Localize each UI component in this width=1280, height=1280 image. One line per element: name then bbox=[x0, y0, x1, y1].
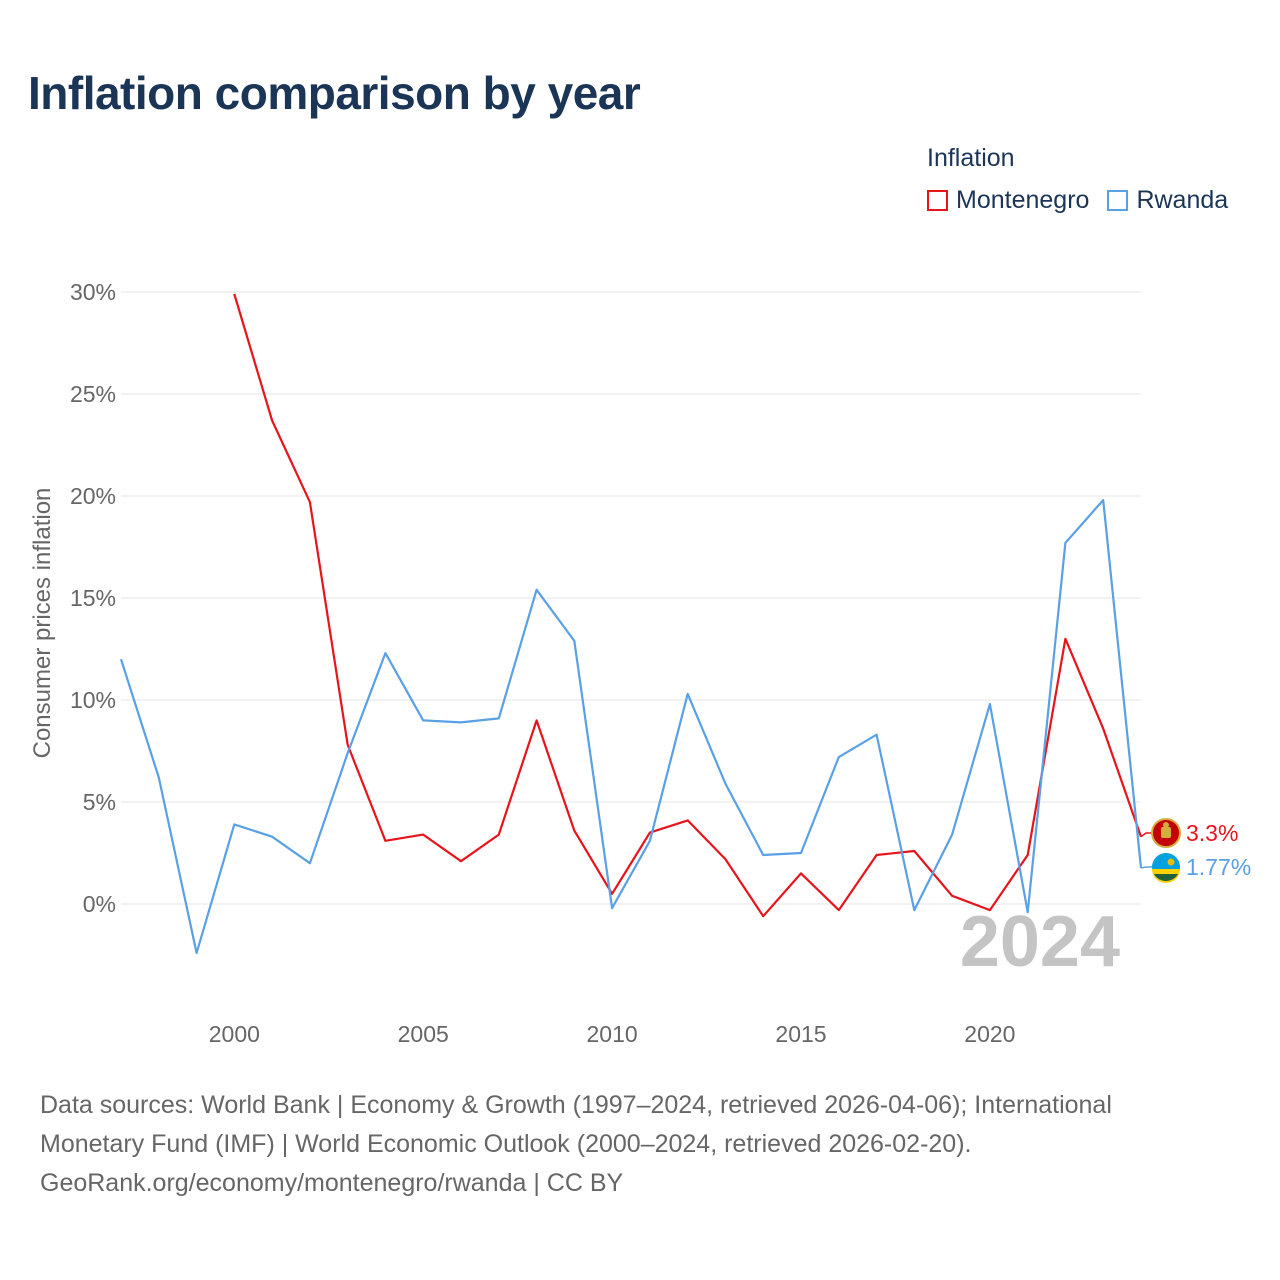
end-label-rwanda: 1.77% bbox=[1186, 854, 1251, 880]
legend-swatch-montenegro bbox=[927, 190, 948, 211]
source-line-3[interactable]: GeoRank.org/economy/montenegro/rwanda | … bbox=[40, 1169, 624, 1197]
end-labels: 3.3% 1.77% bbox=[1140, 818, 1251, 883]
year-watermark: 2024 bbox=[960, 902, 1120, 982]
legend-label-rwanda: Rwanda bbox=[1136, 186, 1229, 214]
y-tick-label: 0% bbox=[83, 891, 116, 917]
legend-title: Inflation bbox=[927, 144, 1015, 172]
end-connector-rwanda bbox=[1140, 866, 1152, 869]
chart-title: Inflation comparison by year bbox=[28, 67, 641, 119]
series-line-montenegro[interactable] bbox=[233, 293, 1143, 918]
legend: Montenegro Rwanda bbox=[927, 186, 1246, 215]
x-tick-label: 2000 bbox=[209, 1021, 260, 1047]
x-tick-label: 2005 bbox=[398, 1021, 449, 1047]
end-connector-montenegro bbox=[1140, 832, 1152, 838]
legend-item-montenegro[interactable]: Montenegro bbox=[927, 186, 1089, 215]
y-tick-label: 5% bbox=[83, 789, 116, 815]
series-line-rwanda[interactable] bbox=[119, 499, 1143, 955]
legend-item-rwanda[interactable]: Rwanda bbox=[1107, 186, 1228, 215]
legend-label-montenegro: Montenegro bbox=[956, 186, 1090, 214]
source-line-2: Monetary Fund (IMF) | World Economic Out… bbox=[40, 1130, 972, 1158]
x-tick-label: 2015 bbox=[775, 1021, 826, 1047]
x-tick-label: 2020 bbox=[964, 1021, 1015, 1047]
end-label-montenegro: 3.3% bbox=[1186, 820, 1238, 846]
gridlines bbox=[121, 291, 1141, 905]
y-tick-label: 15% bbox=[70, 585, 116, 611]
rwanda-flag-icon bbox=[1152, 853, 1180, 883]
x-axis-ticks: 2000 2005 2010 2015 2020 bbox=[209, 1021, 1016, 1047]
legend-swatch-rwanda bbox=[1107, 190, 1129, 211]
series-lines bbox=[119, 293, 1143, 955]
y-tick-label: 10% bbox=[70, 687, 116, 713]
montenegro-flag-icon bbox=[1151, 818, 1181, 848]
y-tick-label: 20% bbox=[70, 483, 116, 509]
y-tick-label: 25% bbox=[70, 381, 116, 407]
y-axis-label: Consumer prices inflation bbox=[29, 488, 56, 759]
x-tick-label: 2010 bbox=[587, 1021, 638, 1047]
line-chart: 0% 5% 10% 15% 20% 25% 30% 2000 2005 2010 2015 2020… bbox=[29, 279, 1251, 1047]
y-tick-label: 30% bbox=[70, 279, 116, 305]
source-line-1: Data sources: World Bank | Economy & Gro… bbox=[40, 1091, 1112, 1119]
y-axis-ticks: 0% 5% 10% 15% 20% 25% 30% bbox=[70, 279, 116, 917]
data-source-note: Data sources: World Bank | Economy & Gro… bbox=[40, 1086, 1240, 1203]
